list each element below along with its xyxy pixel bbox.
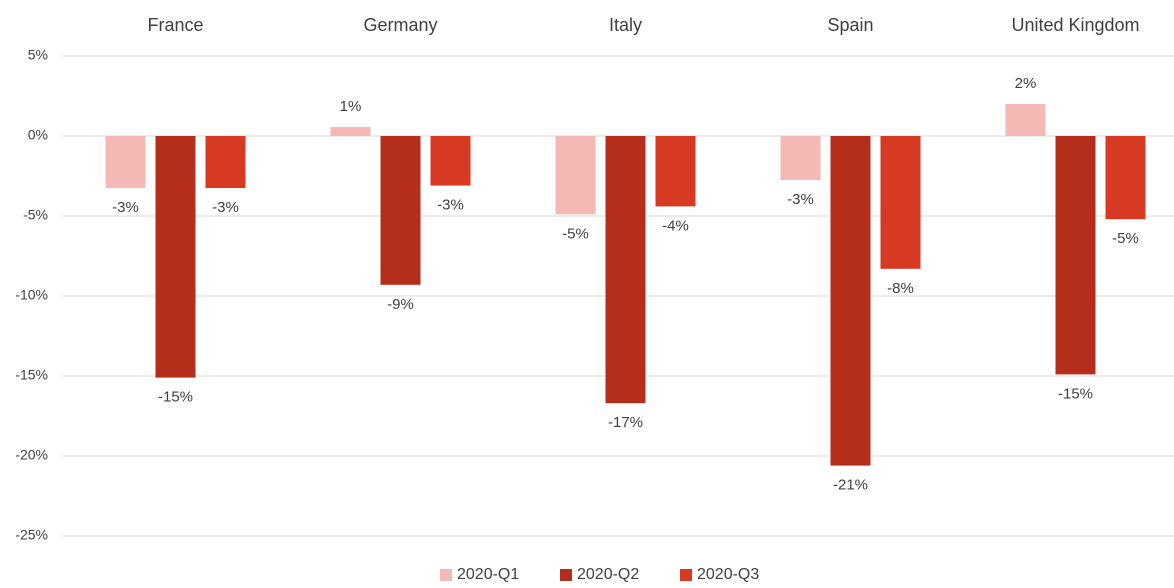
- legend-swatch: [440, 569, 452, 581]
- bar: [555, 136, 596, 215]
- bar: [105, 136, 146, 188]
- bar: [1105, 136, 1146, 220]
- value-label: -3%: [112, 199, 139, 216]
- value-label: 2%: [1015, 75, 1037, 92]
- bar: [605, 136, 646, 404]
- value-label: -4%: [662, 217, 689, 234]
- y-tick-label: -10%: [15, 287, 48, 303]
- bar: [330, 127, 371, 136]
- value-label: -5%: [1112, 230, 1139, 247]
- bar: [880, 136, 921, 269]
- bar: [205, 136, 246, 188]
- legend-label: 2020-Q1: [457, 566, 519, 583]
- bar: [1005, 104, 1046, 136]
- bar: [380, 136, 421, 285]
- value-label: -3%: [787, 191, 814, 208]
- y-tick-label: 5%: [28, 47, 48, 63]
- bar: [830, 136, 871, 466]
- legend-swatch: [680, 569, 692, 581]
- value-label: -3%: [212, 199, 239, 216]
- legend-label: 2020-Q3: [697, 566, 759, 583]
- value-label: -15%: [158, 389, 193, 406]
- y-tick-label: -5%: [23, 207, 48, 223]
- bar: [655, 136, 696, 207]
- bar: [430, 136, 471, 186]
- category-label: Italy: [609, 15, 642, 35]
- value-label: -9%: [387, 296, 414, 313]
- value-label: -3%: [437, 197, 464, 214]
- value-label: -8%: [887, 280, 914, 297]
- bar: [780, 136, 821, 180]
- value-label: -15%: [1058, 385, 1093, 402]
- value-label: -21%: [833, 477, 868, 494]
- y-tick-label: -25%: [15, 527, 48, 543]
- category-label: Spain: [827, 15, 873, 35]
- y-tick-label: -20%: [15, 447, 48, 463]
- category-label: United Kingdom: [1011, 15, 1139, 35]
- value-label: -17%: [608, 414, 643, 431]
- y-tick-label: -15%: [15, 367, 48, 383]
- bar: [1055, 136, 1096, 375]
- value-label: 1%: [340, 98, 362, 115]
- value-label: -5%: [562, 225, 589, 242]
- legend-swatch: [560, 569, 572, 581]
- bar: [155, 136, 196, 378]
- category-label: Germany: [363, 15, 437, 35]
- y-tick-label: 0%: [28, 127, 48, 143]
- legend-label: 2020-Q2: [577, 566, 639, 583]
- category-label: France: [147, 15, 203, 35]
